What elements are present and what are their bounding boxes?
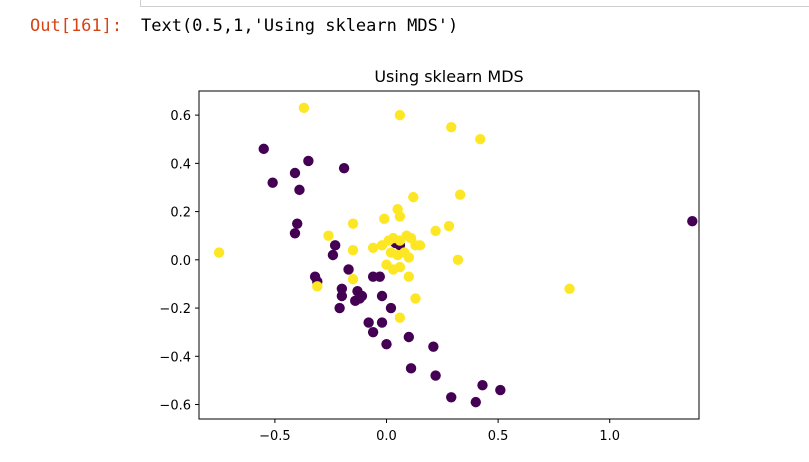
data-point-series-1 [312,281,323,292]
data-point-series-1 [408,191,419,203]
data-point-series-0 [327,249,339,261]
data-point-series-0 [289,167,301,179]
data-point-series-0 [376,290,388,302]
y-tick-label: 0.2 [170,206,191,221]
output-prompt: Out[161]: [30,16,123,36]
data-point-series-1 [298,102,310,114]
data-point-series-1 [347,218,359,229]
data-point-series-0 [428,341,439,352]
data-point-series-0 [381,339,392,350]
data-point-series-0 [376,317,388,328]
data-point-series-1 [403,271,415,282]
x-tick-label: 1.0 [599,429,620,444]
data-point-series-1 [347,273,359,285]
data-point-series-0 [385,302,397,314]
data-point-series-1 [394,109,406,121]
data-point-series-0 [343,264,354,275]
data-point-series-1 [347,244,359,256]
data-point-series-0 [267,177,278,188]
data-point-series-1 [475,134,486,145]
data-point-series-0 [336,290,348,302]
data-point-series-1 [446,121,457,133]
data-point-series-1 [394,312,406,323]
output-scroll-grip[interactable] [801,230,809,270]
data-point-series-0 [403,331,415,343]
data-point-series-0 [303,155,314,167]
data-point-series-0 [334,302,345,314]
data-point-series-0 [495,384,506,396]
data-point-series-0 [477,380,488,391]
data-point-series-1 [454,189,466,200]
data-point-series-1 [394,261,406,273]
data-point-series-1 [394,211,406,222]
data-point-series-0 [336,283,348,294]
previous-cell-border [140,0,809,7]
data-point-series-0 [292,218,303,229]
data-point-series-0 [374,271,386,282]
y-axis-ticks: 0.6 0.4 0.2 0.0 −0.2 −0.4 −0.6 [159,109,199,414]
chart-title: Using sklearn MDS [374,67,523,86]
y-tick-label: −0.6 [159,399,191,414]
data-point-series-1 [410,293,421,304]
data-point-series-1 [452,254,464,266]
data-point-series-1 [564,283,575,294]
output-row: Out[161]: Text(0.5,1,'Using sklearn MDS'… [0,14,809,42]
y-tick-label: −0.2 [159,302,191,317]
plot-marks [213,102,698,408]
data-point-series-1 [213,247,225,258]
data-point-series-1 [414,240,426,251]
x-tick-label: 0.5 [488,429,509,444]
data-point-series-0 [405,363,417,374]
y-tick-label: 0.6 [170,109,191,124]
y-tick-label: −0.4 [159,350,191,365]
y-tick-label: 0.4 [170,157,191,172]
data-point-series-0 [289,228,301,239]
data-point-series-1 [430,225,441,237]
x-axis-ticks: −0.5 0.0 0.5 1.0 [259,419,620,444]
data-point-series-0 [446,392,457,403]
data-point-series-1 [367,242,379,253]
data-point-series-0 [258,143,269,155]
data-point-series-0 [356,290,368,302]
data-point-series-1 [443,220,455,232]
output-text: Text(0.5,1,'Using sklearn MDS') [141,16,459,36]
data-point-series-0 [430,370,441,381]
x-tick-label: 0.0 [376,429,397,444]
data-point-series-0 [338,162,350,174]
data-point-series-1 [379,213,390,225]
data-point-series-0 [470,396,481,408]
data-point-series-1 [323,230,334,241]
data-point-series-0 [363,317,374,328]
plot-frame [198,90,700,420]
data-point-series-0 [367,326,379,338]
x-tick-label: −0.5 [259,429,291,444]
data-point-series-1 [403,252,415,263]
data-point-series-0 [687,216,698,227]
data-point-series-0 [329,240,341,251]
y-tick-label: 0.0 [170,254,191,269]
data-point-series-0 [294,184,305,196]
